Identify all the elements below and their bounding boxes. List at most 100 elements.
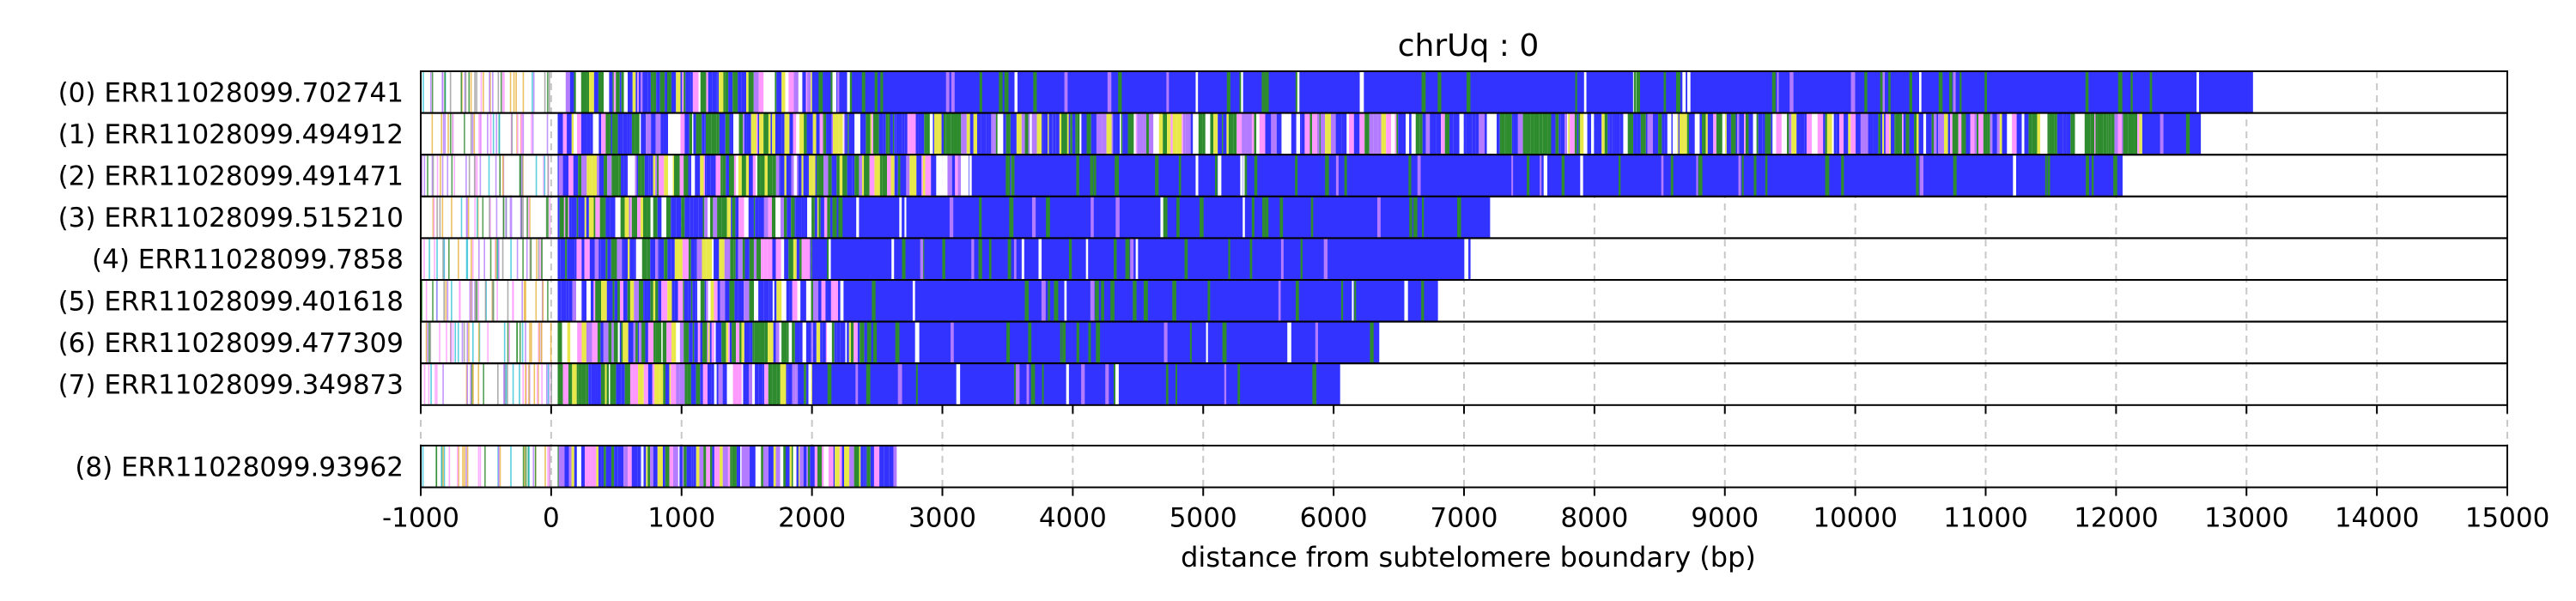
- telomere-segment: [622, 238, 624, 280]
- telomere-segment: [1753, 155, 1757, 197]
- subtelomere-segment: [521, 280, 523, 322]
- telomere-segment: [1398, 112, 1403, 155]
- subtelomere-segment: [483, 238, 485, 280]
- telomere-segment: [1012, 112, 1017, 155]
- telomere-segment: [1825, 155, 1830, 197]
- telomere-segment: [699, 446, 704, 488]
- telomere-segment: [1804, 112, 1807, 155]
- subtelomere-segment: [531, 321, 532, 364]
- telomere-segment: [725, 280, 730, 322]
- telomere-segment: [700, 363, 702, 405]
- telomere-segment: [915, 112, 919, 155]
- telomere-segment: [1064, 280, 1067, 322]
- subtelomere-segment: [547, 363, 550, 405]
- telomere-segment: [599, 196, 605, 239]
- telomere-segment: [1241, 71, 1243, 113]
- subtelomere-segment: [544, 71, 546, 113]
- telomere-segment: [684, 363, 688, 405]
- telomere-segment: [1833, 112, 1837, 155]
- telomere-segment: [690, 71, 693, 113]
- telomere-segment: [1053, 112, 1056, 155]
- telomere-segment: [957, 155, 962, 197]
- subtelomere-segment: [433, 196, 435, 239]
- telomere-segment: [660, 112, 664, 155]
- telomere-segment: [2134, 112, 2138, 155]
- telomere-segment: [707, 321, 709, 364]
- telomere-segment: [1787, 112, 1789, 155]
- telomere-segment: [812, 321, 817, 364]
- telomere-segment: [605, 112, 610, 155]
- subtelomere-segment: [500, 71, 502, 113]
- telomere-segment: [1029, 321, 1032, 364]
- telomere-segment: [646, 112, 652, 155]
- telomere-segment: [601, 112, 606, 155]
- telomere-segment: [601, 280, 607, 322]
- subtelomere-segment: [529, 321, 531, 364]
- subtelomere-segment: [504, 363, 507, 405]
- telomere-segment: [1222, 112, 1224, 155]
- telomere-segment: [1030, 363, 1036, 405]
- subtelomere-segment: [544, 155, 546, 197]
- telomere-segment: [786, 280, 790, 322]
- telomere-segment: [744, 112, 747, 155]
- telomere-segment: [741, 155, 746, 197]
- telomere-segment: [786, 155, 792, 197]
- telomere-segment: [1716, 112, 1722, 155]
- telomere-segment: [2090, 112, 2095, 155]
- telomere-segment: [841, 446, 845, 488]
- telomere-segment: [565, 196, 568, 239]
- telomere-segment: [771, 196, 776, 239]
- telomere-segment: [1679, 112, 1685, 155]
- subtelomere-segment: [449, 71, 452, 113]
- telomere-segment: [793, 71, 799, 113]
- telomere-segment: [999, 71, 1003, 113]
- telomere-segment: [801, 155, 804, 197]
- telomere-segment: [638, 363, 643, 405]
- telomere-segment: [1115, 363, 1119, 405]
- telomere-segment: [1826, 112, 1832, 155]
- telomere-segment: [637, 321, 640, 364]
- telomere-segment: [705, 112, 712, 155]
- subtelomere-segment: [468, 71, 471, 113]
- telomere-segment: [1796, 112, 1801, 155]
- telomere-segment: [572, 280, 576, 322]
- subtelomere-segment: [546, 112, 549, 155]
- telomere-segment: [807, 196, 812, 239]
- telomere-segment: [684, 196, 690, 239]
- telomere-segment: [1421, 280, 1425, 322]
- telomere-segment: [900, 155, 907, 197]
- telomere-segment: [1133, 280, 1137, 322]
- telomere-segment: [839, 446, 842, 488]
- telomere-segment: [827, 196, 830, 239]
- telomere-segment: [792, 321, 795, 364]
- chart-title: chrUq : 0: [1398, 28, 1540, 64]
- telomere-segment: [792, 280, 798, 322]
- telomere-segment: [1081, 112, 1087, 155]
- telomere-segment: [780, 363, 787, 405]
- telomere-segment: [1309, 112, 1312, 155]
- telomere-segment: [710, 155, 716, 197]
- telomere-segment: [1064, 71, 1068, 113]
- telomere-segment: [784, 238, 789, 280]
- telomere-segment: [1777, 71, 1779, 113]
- telomere-segment: [702, 363, 708, 405]
- read-row: (2) ERR11028099.491471: [58, 154, 2508, 197]
- x-tick-label: 4000: [1039, 503, 1107, 534]
- x-tick-label: 6000: [1300, 503, 1368, 534]
- telomere-segment: [739, 321, 742, 364]
- telomere-segment: [728, 321, 730, 364]
- subtelomere-segment: [488, 155, 490, 197]
- subtelomere-segment: [430, 363, 432, 405]
- telomere-segment: [1499, 112, 1505, 155]
- telomere-segment: [1564, 112, 1568, 155]
- telomere-segment: [700, 71, 707, 113]
- telomere-segment: [1054, 280, 1059, 322]
- telomere-segment: [706, 280, 708, 322]
- telomere-segment: [733, 155, 737, 197]
- telomere-segment: [797, 280, 801, 322]
- telomere-segment: [696, 238, 702, 280]
- read-label: (2) ERR11028099.491471: [58, 161, 404, 192]
- telomere-segment: [661, 196, 666, 239]
- telomere-segment: [872, 112, 879, 155]
- telomere-segment: [829, 238, 831, 280]
